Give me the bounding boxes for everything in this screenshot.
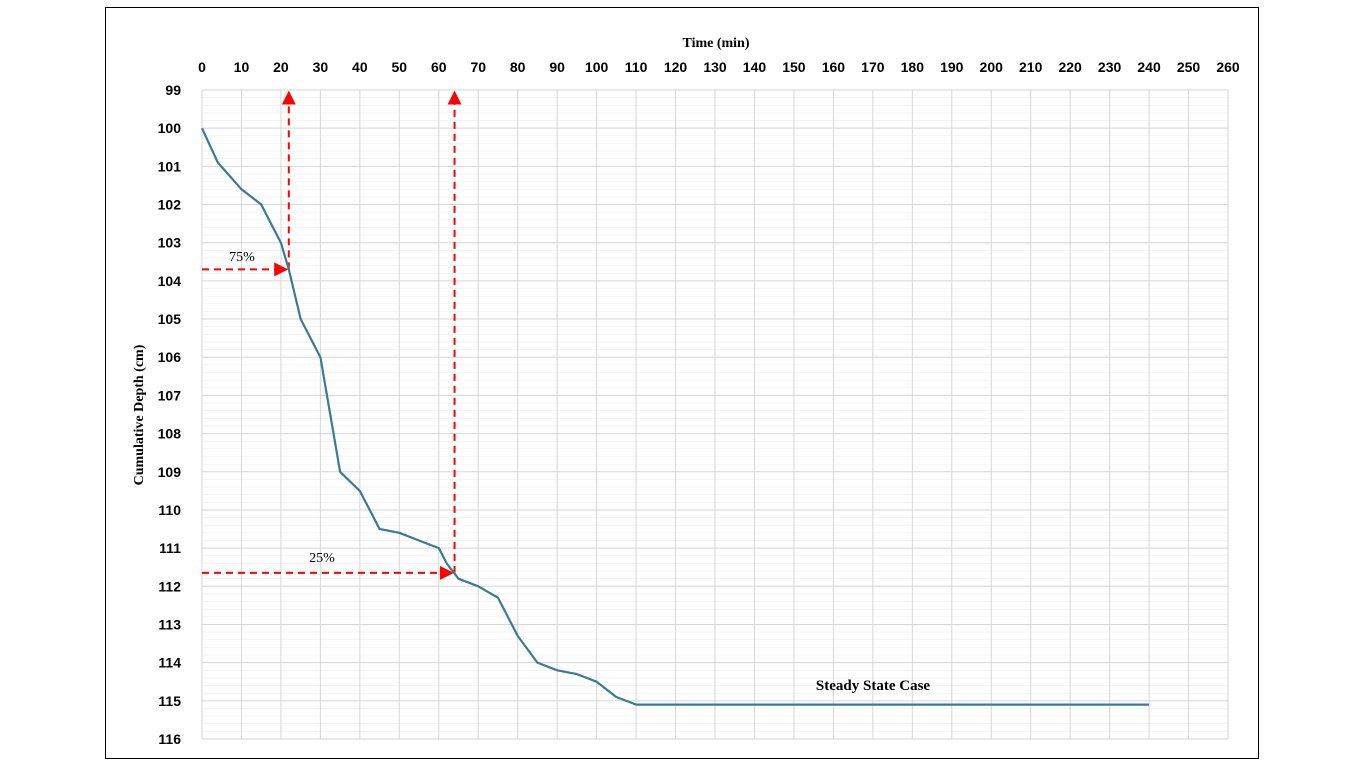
x-tick-label: 60	[431, 59, 447, 75]
y-tick-label: 110	[158, 502, 181, 518]
y-tick-label: 102	[158, 197, 182, 213]
y-tick-label: 115	[158, 693, 181, 709]
x-tick-label: 180	[901, 59, 925, 75]
x-tick-label: 130	[703, 59, 727, 75]
x-tick-label: 210	[1019, 59, 1043, 75]
x-tick-label: 190	[940, 59, 964, 75]
x-tick-label: 50	[392, 59, 408, 75]
y-tick-label: 112	[158, 578, 181, 594]
series-line-0	[201, 127, 1150, 706]
x-tick-labels: 0 10 20 30 40 50 60 70 80 90 100 110 120 130 140 150 160…	[198, 59, 1240, 75]
chart-frame	[105, 7, 1259, 759]
y-tick-label: 109	[158, 464, 182, 480]
x-tick-label: 40	[352, 59, 368, 75]
annotation-guides	[202, 90, 462, 580]
y-tick-label: 100	[158, 120, 182, 136]
x-tick-label: 80	[510, 59, 526, 75]
x-tick-label: 120	[664, 59, 688, 75]
x-tick-label: 0	[198, 59, 206, 75]
x-tick-label: 240	[1137, 59, 1161, 75]
x-tick-label: 230	[1098, 59, 1122, 75]
y-tick-label: 113	[158, 616, 181, 632]
x-tick-label: 220	[1058, 59, 1082, 75]
x-tick-label: 260	[1216, 59, 1240, 75]
annotation-steady-state: Steady State Case	[816, 678, 930, 694]
x-tick-label: 20	[273, 59, 289, 75]
x-tick-label: 100	[585, 59, 609, 75]
y-tick-label: 101	[158, 158, 182, 174]
x-tick-label: 170	[861, 59, 885, 75]
y-tick-label: 108	[158, 426, 182, 442]
annotation-75-percent: 75%	[229, 250, 255, 265]
y-tick-label: 111	[159, 540, 181, 556]
x-tick-label: 160	[822, 59, 846, 75]
y-tick-label: 116	[158, 731, 181, 747]
grid	[201, 89, 1229, 740]
x-tick-label: 30	[313, 59, 329, 75]
y-tick-label: 103	[158, 235, 182, 251]
x-tick-label: 90	[549, 59, 565, 75]
y-tick-labels: 99 100 101 102 103 104 105 106 107 108 109 110 111 11…	[158, 82, 182, 747]
annotation-25-percent: 25%	[309, 551, 335, 566]
x-tick-label: 70	[470, 59, 486, 75]
y-tick-label: 114	[158, 655, 181, 671]
x-tick-label: 200	[980, 59, 1004, 75]
y-tick-label: 99	[165, 82, 181, 98]
series-layer	[201, 127, 1150, 706]
y-axis-title: Cumulative Depth (cm)	[132, 344, 147, 485]
x-tick-label: 250	[1177, 59, 1201, 75]
y-tick-label: 106	[158, 349, 182, 365]
x-tick-label: 10	[234, 59, 250, 75]
y-tick-label: 105	[158, 311, 182, 327]
y-tick-label: 107	[158, 387, 182, 403]
x-tick-label: 140	[743, 59, 767, 75]
x-tick-label: 150	[782, 59, 806, 75]
x-tick-label: 110	[625, 59, 648, 75]
y-tick-label: 104	[158, 273, 182, 289]
x-axis-title: Time (min)	[682, 36, 749, 51]
